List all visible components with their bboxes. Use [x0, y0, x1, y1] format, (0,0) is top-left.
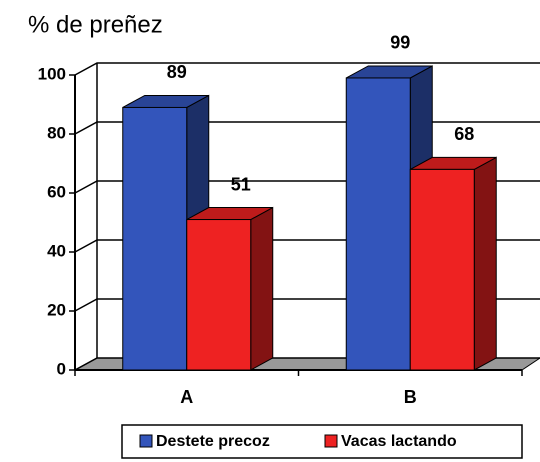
x-tick-label: A — [180, 387, 193, 407]
legend-box — [121, 424, 523, 459]
y-tick-label: 20 — [47, 300, 66, 319]
y-tick-label: 100 — [38, 64, 66, 83]
legend-swatch — [324, 434, 338, 448]
value-label: 68 — [454, 124, 474, 144]
chart-title: % de preñez — [28, 11, 163, 38]
legend-label: Destete precoz — [156, 433, 270, 450]
y-tick-label: 80 — [47, 123, 66, 142]
bar-side — [473, 156, 497, 371]
y-tick-label: 60 — [47, 182, 66, 201]
value-label: 51 — [231, 174, 251, 194]
legend-swatch — [139, 434, 153, 448]
bar — [409, 168, 475, 371]
y-tick-label: 0 — [57, 359, 66, 378]
bar — [186, 219, 252, 371]
value-label: 89 — [167, 62, 187, 82]
bar — [345, 77, 411, 371]
legend-label: Vacas lactando — [341, 433, 457, 450]
y-tick-label: 40 — [47, 241, 66, 260]
bar-side — [250, 206, 274, 371]
x-tick-label: B — [404, 387, 417, 407]
value-label: 99 — [390, 33, 410, 53]
bar — [122, 106, 188, 371]
grid-line — [74, 62, 540, 76]
